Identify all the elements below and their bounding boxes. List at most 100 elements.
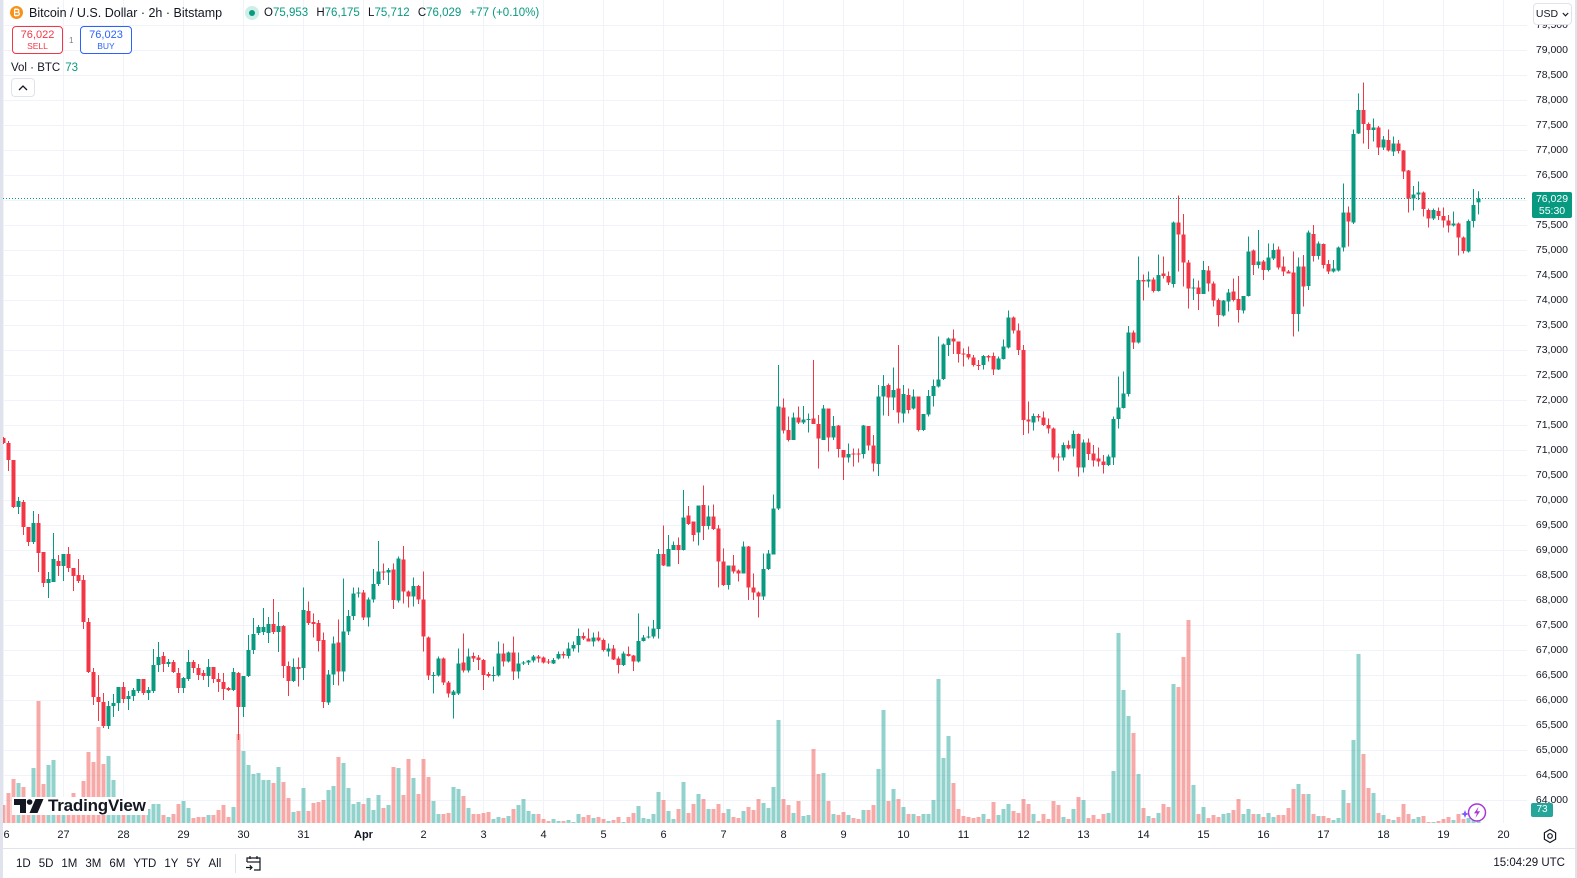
volume-bar xyxy=(691,804,696,823)
volume-bar xyxy=(656,792,661,823)
candle xyxy=(1271,243,1276,260)
candle xyxy=(226,687,231,691)
candle xyxy=(1351,129,1356,224)
candle-body xyxy=(681,517,686,550)
volume-bar xyxy=(796,801,801,823)
sell-button[interactable]: 76,022 SELL xyxy=(12,26,63,54)
candle-body xyxy=(936,379,941,387)
candle-body xyxy=(226,688,231,690)
candle-body xyxy=(621,653,626,665)
candle-body xyxy=(1396,143,1401,151)
chart-pane[interactable]: Bitcoin / U.S. Dollar · 2h · Bitstamp O7… xyxy=(0,0,1527,823)
candle xyxy=(801,406,806,424)
range-1m-button[interactable]: 1M xyxy=(61,857,78,870)
market-open-status-icon[interactable] xyxy=(245,6,259,20)
candle-body xyxy=(1476,198,1481,203)
go-to-date-button[interactable] xyxy=(244,854,263,873)
symbol-title[interactable]: Bitcoin / U.S. Dollar · 2h · Bitstamp xyxy=(29,6,223,20)
volume-indicator-legend[interactable]: Vol · BTC 73 xyxy=(11,61,78,75)
range-ytd-button[interactable]: YTD xyxy=(133,857,157,870)
volume-bar xyxy=(426,777,431,823)
calendar-arrow-icon xyxy=(246,856,261,871)
candle xyxy=(931,379,936,407)
volume-bar xyxy=(806,815,811,823)
range-5y-button[interactable]: 5Y xyxy=(186,857,201,870)
range-3m-button[interactable]: 3M xyxy=(85,857,102,870)
chart-settings-button[interactable] xyxy=(1542,828,1558,844)
volume-bar xyxy=(646,819,651,823)
candle-body xyxy=(1231,291,1236,300)
candle-body xyxy=(916,396,921,430)
volume-bar xyxy=(1206,818,1211,823)
candle-body xyxy=(1391,143,1396,152)
candle-body xyxy=(1116,407,1121,419)
currency-selector[interactable]: USD xyxy=(1533,3,1572,25)
volume-bar xyxy=(96,727,101,823)
candle xyxy=(1441,207,1446,228)
candle xyxy=(1156,254,1161,292)
price-axis-label: 73,000 xyxy=(1535,344,1568,356)
candle xyxy=(416,585,421,604)
candle-body xyxy=(851,453,856,455)
price-axis-label: 75,000 xyxy=(1535,244,1568,256)
volume-bar xyxy=(621,822,626,823)
ai-assistant-button[interactable] xyxy=(1460,802,1488,823)
candle xyxy=(756,591,761,618)
volume-bar xyxy=(761,803,766,823)
candle-body xyxy=(176,673,181,688)
volume-bar xyxy=(1041,814,1046,823)
time-axis[interactable]: 26 27 28 29 30 31 Apr 2 3 4 5 6 7 8 9 10 11 12 13 14 15 16 17 1… xyxy=(0,823,1527,848)
volume-bar xyxy=(676,809,681,823)
tradingview-watermark[interactable]: TradingView xyxy=(12,797,148,815)
candle xyxy=(861,425,866,459)
candle xyxy=(1021,345,1026,435)
candle xyxy=(421,571,426,652)
candle xyxy=(451,690,456,719)
price-axis-label: 69,000 xyxy=(1535,544,1568,556)
buy-button[interactable]: 76,023 BUY xyxy=(80,26,132,54)
candle-body xyxy=(1026,419,1031,422)
candle-body xyxy=(1136,280,1141,343)
collapse-legend-button[interactable] xyxy=(11,78,35,97)
candle-body xyxy=(701,505,706,526)
open-value: 75,953 xyxy=(272,7,309,19)
close-label: C xyxy=(417,7,427,19)
candlestick-chart[interactable] xyxy=(0,0,1527,823)
candle-body xyxy=(806,419,811,420)
candle-body xyxy=(151,665,156,691)
candle xyxy=(206,659,211,687)
candle xyxy=(296,657,301,687)
volume-bar xyxy=(711,809,716,823)
candle-body xyxy=(856,453,861,455)
candle xyxy=(126,691,131,710)
volume-bar xyxy=(841,812,846,823)
candle-body xyxy=(36,523,41,553)
price-axis[interactable]: 79,500 79,000 78,500 78,000 77,500 77,000 76,5… xyxy=(1527,0,1575,823)
volume-bar xyxy=(846,815,851,823)
candle xyxy=(1371,118,1376,142)
candle-body xyxy=(631,655,636,662)
candle xyxy=(361,590,366,620)
range-1d-button[interactable]: 1D xyxy=(16,857,31,870)
volume-bar xyxy=(1186,620,1191,823)
volume-bar xyxy=(901,807,906,823)
candle-body xyxy=(1206,270,1211,284)
candle xyxy=(1176,195,1181,272)
range-all-button[interactable]: All xyxy=(208,857,222,870)
range-1y-button[interactable]: 1Y xyxy=(164,857,179,870)
candle xyxy=(1316,241,1321,260)
candle-body xyxy=(11,460,16,507)
time-axis-label: 15 xyxy=(1197,829,1210,841)
candle xyxy=(341,578,346,682)
candle-body xyxy=(991,356,996,370)
candle xyxy=(971,355,976,367)
candle-body xyxy=(201,673,206,676)
utc-clock[interactable]: 15:04:29 UTC xyxy=(1493,857,1565,869)
range-6m-button[interactable]: 6M xyxy=(109,857,126,870)
candle-body xyxy=(706,516,711,526)
candle-body xyxy=(166,662,171,664)
volume-bar xyxy=(1256,814,1261,823)
volume-bar xyxy=(981,814,986,823)
range-5d-button[interactable]: 5D xyxy=(38,857,54,870)
candle-body xyxy=(786,430,791,440)
